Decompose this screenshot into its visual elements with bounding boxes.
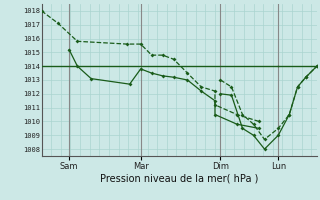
X-axis label: Pression niveau de la mer( hPa ): Pression niveau de la mer( hPa ) (100, 173, 258, 183)
